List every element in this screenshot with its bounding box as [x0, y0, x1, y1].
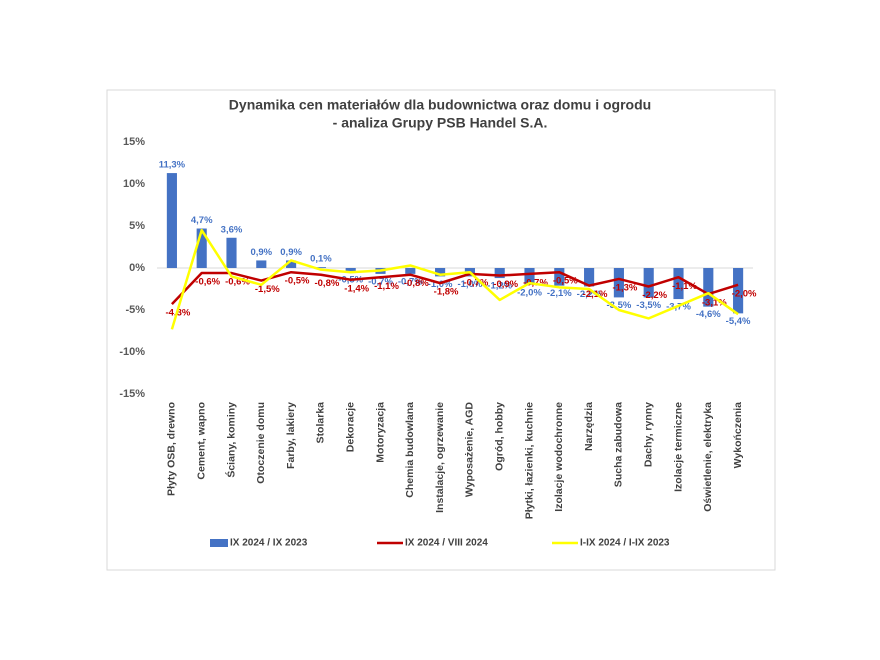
- value-label: -0,6%: [195, 277, 220, 288]
- bar: [196, 228, 207, 268]
- bar: [733, 268, 744, 314]
- value-label: -3,5%: [606, 300, 631, 311]
- x-tick-label: Ściany, kominy: [224, 402, 237, 478]
- bar: [286, 260, 297, 268]
- x-tick-label: Cement, wapno: [195, 402, 207, 480]
- y-tick-label: -10%: [119, 346, 145, 358]
- value-label: 0,9%: [280, 247, 302, 258]
- value-label: -0,7%: [368, 276, 393, 287]
- value-label: -1,8%: [434, 287, 459, 298]
- bar: [584, 268, 595, 287]
- line: [170, 228, 739, 330]
- x-tick-label: Sucha zabudowa: [613, 402, 625, 487]
- value-label: 3,6%: [221, 224, 243, 235]
- bar: [643, 268, 654, 298]
- x-tick-label: Izolacje wodochronne: [553, 402, 565, 512]
- value-label: -0,8%: [314, 278, 339, 289]
- y-tick-label: 10%: [123, 178, 145, 190]
- value-label: -3,7%: [666, 302, 691, 313]
- value-label: 4,7%: [191, 215, 213, 226]
- chart-frame: [106, 89, 776, 571]
- x-tick-label: Chemia budowlana: [404, 402, 416, 498]
- x-tick-label: Oświetlenie, elektryka: [702, 402, 714, 512]
- value-label: -0,5%: [553, 276, 578, 287]
- bar: [673, 268, 684, 300]
- x-tick-label: Instalacje, ogrzewanie: [434, 402, 446, 513]
- y-tick-label: -15%: [119, 388, 145, 400]
- legend-item: I-IX 2024 / I-IX 2023: [552, 538, 670, 549]
- value-label: -4,3%: [165, 308, 190, 319]
- value-label: -2,2%: [577, 289, 602, 300]
- value-label: -2,2%: [642, 290, 667, 301]
- x-tick-label: Stolarka: [315, 402, 327, 444]
- x-tick-label: Narzędzia: [583, 402, 595, 451]
- value-label: -5,4%: [726, 316, 751, 327]
- value-label: -2,0%: [517, 287, 542, 298]
- bar: [256, 260, 267, 268]
- value-label: 0,9%: [250, 247, 272, 258]
- legend-swatch: [210, 539, 228, 547]
- value-label: -1,1%: [672, 281, 697, 292]
- y-tick-label: -5%: [125, 304, 145, 316]
- bar: [166, 173, 177, 268]
- value-label: -0,6%: [225, 277, 250, 288]
- bar: [345, 268, 356, 273]
- value-label: 0,1%: [310, 254, 332, 265]
- value-label: -1,3%: [612, 282, 637, 293]
- value-label: -0,8%: [404, 278, 429, 289]
- x-tick-label: Motoryzacja: [374, 402, 386, 463]
- chart-title: Dynamika cen materiałów dla budownictwa …: [229, 97, 651, 113]
- bar: [703, 268, 714, 307]
- value-label: -2,0%: [732, 288, 757, 299]
- legend-label: I-IX 2024 / I-IX 2023: [580, 538, 670, 549]
- y-tick-label: 5%: [129, 220, 145, 232]
- x-tick-label: Izolacje termiczne: [672, 402, 684, 492]
- value-label: -1,1%: [374, 281, 399, 292]
- value-label: -4,6%: [696, 309, 721, 320]
- bar: [435, 268, 446, 277]
- bar: [524, 268, 535, 285]
- value-label: -0,7%: [398, 276, 423, 287]
- bar: [226, 237, 237, 268]
- bar: [315, 267, 326, 268]
- value-label: -1,0%: [457, 279, 482, 290]
- y-tick-label: 15%: [123, 136, 145, 148]
- value-label: -0,9%: [493, 279, 518, 290]
- legend-item: IX 2024 / IX 2023: [210, 538, 308, 549]
- legend-label: IX 2024 / IX 2023: [230, 538, 308, 549]
- legend-item: IX 2024 / VIII 2024: [377, 538, 488, 549]
- x-tick-label: Wyposażenie, AGD: [464, 402, 476, 498]
- value-label: -1,2%: [487, 281, 512, 292]
- bar: [613, 268, 624, 298]
- x-tick-label: Płytki, łazienki, kuchnie: [523, 402, 535, 519]
- bar: [494, 268, 505, 279]
- bar: [554, 268, 565, 286]
- value-label: -1,5%: [255, 284, 280, 295]
- y-tick-label: 0%: [129, 262, 145, 274]
- x-tick-label: Dachy, rynny: [642, 402, 654, 467]
- value-label: -1,0%: [428, 279, 453, 290]
- value-label: -3,1%: [702, 298, 727, 309]
- x-tick-label: Dekoracje: [344, 402, 356, 452]
- bar: [405, 268, 416, 274]
- legend-label: IX 2024 / VIII 2024: [405, 538, 488, 549]
- value-label: -0,7%: [463, 277, 488, 288]
- value-label: -0,5%: [285, 276, 310, 287]
- value-label: -1,4%: [344, 283, 369, 294]
- x-tick-label: Płyty OSB, drewno: [166, 402, 178, 496]
- x-tick-label: Ogród, hobby: [493, 402, 505, 471]
- x-tick-label: Farby, lakiery: [285, 402, 297, 469]
- value-label: -2,1%: [547, 288, 572, 299]
- x-tick-label: Otoczenie domu: [255, 402, 267, 484]
- value-label: -3,5%: [636, 300, 661, 311]
- chart-subtitle: - analiza Grupy PSB Handel S.A.: [333, 115, 548, 131]
- value-label: 11,3%: [159, 160, 186, 171]
- x-tick-label: Wykończenia: [732, 402, 744, 468]
